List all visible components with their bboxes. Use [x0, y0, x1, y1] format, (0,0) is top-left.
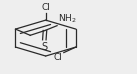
Text: S: S — [41, 42, 47, 52]
Text: Cl: Cl — [41, 3, 50, 12]
Text: Cl: Cl — [54, 53, 62, 62]
Text: NH$_2$: NH$_2$ — [58, 12, 77, 25]
